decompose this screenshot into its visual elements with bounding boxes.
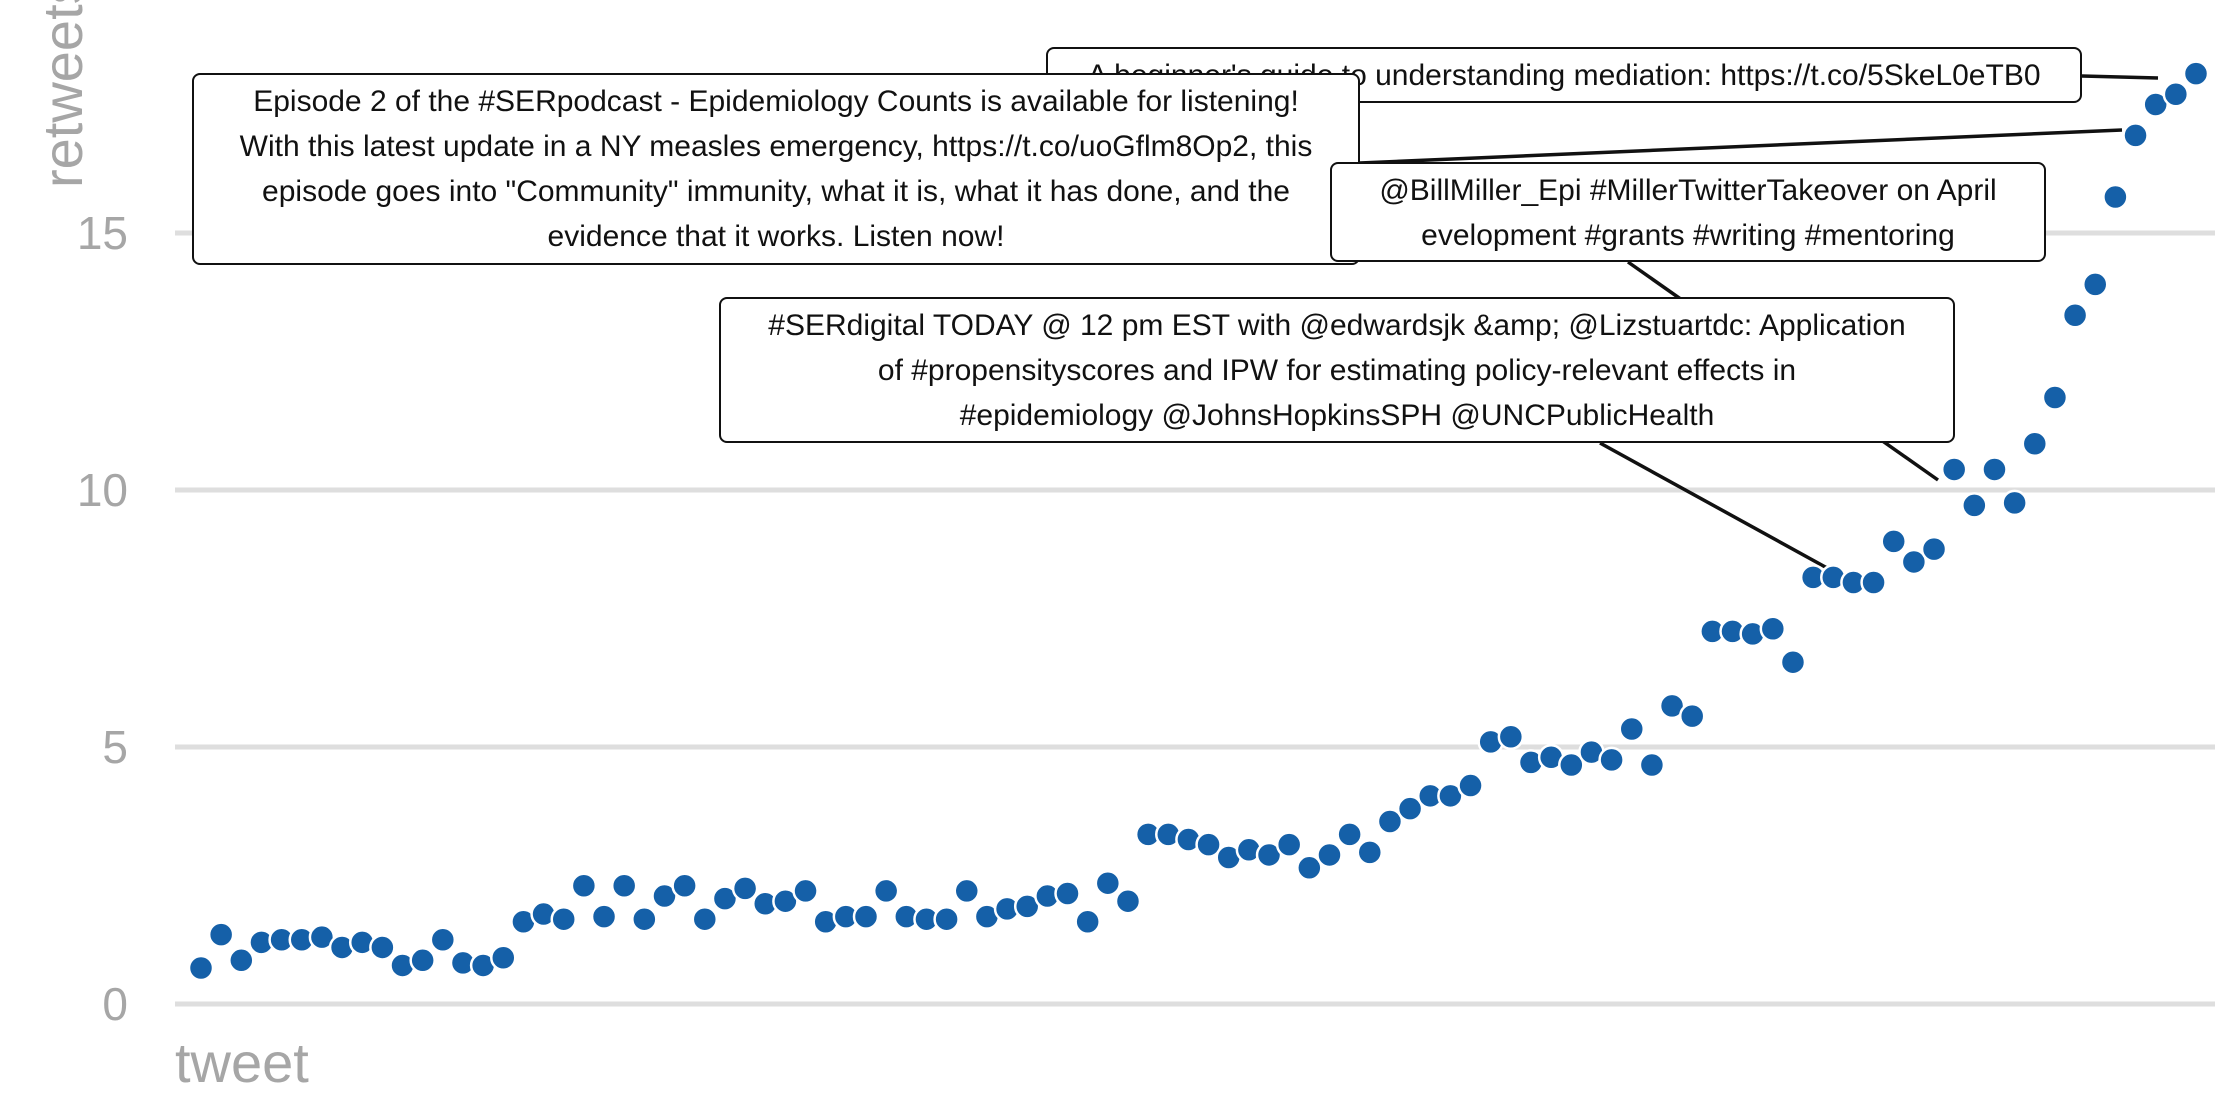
data-point [1497,723,1525,750]
annotation-leader-line [1359,128,2123,165]
data-point [691,905,719,933]
data-point [2021,430,2049,457]
y-tick-label-15: 15 [77,207,128,259]
data-point [1900,548,1928,576]
annotation-box: Episode 2 of the #SERpodcast - Epidemiol… [192,73,1360,265]
data-point [2001,489,2028,517]
annotation-leader-line [2081,74,2159,80]
data-point [1558,751,1585,779]
annotation-text-line: Episode 2 of the #SERpodcast - Epidemiol… [253,85,1299,118]
data-point [409,947,436,974]
data-point [207,921,235,948]
data-point [1618,715,1646,743]
y-tick-label-5: 5 [102,721,128,773]
data-point [1195,831,1222,858]
data-point [631,905,658,933]
data-points [187,60,2210,982]
annotation-text-line: With this latest update in a NY measles … [239,130,1313,163]
data-point [1275,831,1303,858]
data-point [953,877,981,905]
data-point [731,875,759,902]
data-point [550,905,577,933]
data-point [590,903,618,930]
data-point [1356,839,1384,866]
annotation-leader-line [1599,441,1859,587]
annotation-box: #SERdigital TODAY @ 12 pm EST with @edwa… [719,297,1955,443]
data-point [187,954,215,982]
data-point [1114,887,1142,915]
data-point [1759,615,1787,643]
y-tick-label-10: 10 [77,464,128,516]
data-point [1396,795,1424,822]
data-point [1457,772,1484,799]
data-point [1860,569,1887,596]
data-point [490,944,517,971]
data-point [1779,648,1807,676]
data-point [2182,60,2210,87]
annotation-text-line: evidence that it works. Listen now! [547,220,1005,253]
data-point [1376,808,1404,835]
data-point [1598,746,1625,774]
data-point [1961,492,1988,519]
data-point [1296,854,1323,882]
annotation-text-line: of #propensityscores and IPW for estimat… [877,354,1797,387]
y-axis-label: retweets [31,0,94,188]
annotation-box: @BillMiller_Epi #MillerTwitterTakeover o… [1330,162,2046,262]
y-tick-labels: 0 5 10 15 [77,207,128,1030]
data-point [1316,841,1343,869]
data-point [1880,528,1907,555]
data-point [1054,880,1081,907]
data-point [429,926,457,953]
data-point [1094,869,1122,897]
data-point [2061,301,2089,329]
data-point [1074,908,1101,936]
data-point [1638,751,1666,779]
data-point [1336,821,1363,848]
data-point [610,872,638,900]
data-point [2102,183,2129,211]
data-point [1678,702,1706,730]
annotation-text-line: episode goes into "Community" immunity, … [262,175,1290,208]
data-point [671,872,698,900]
annotation-text-line: #epidemiology @JohnsHopkinsSPH @UNCPubli… [959,399,1715,432]
annotation-text-line: evelopment #grants #writing #mentoring [1421,219,1955,252]
data-point [1981,456,2008,483]
annotation-text-line: @BillMiller_Epi #MillerTwitterTakeover o… [1379,174,1997,207]
annotation-text-line: #SERdigital TODAY @ 12 pm EST with @edwa… [768,309,1906,342]
data-point [2081,271,2109,298]
data-point [872,877,900,905]
x-axis-label: tweet [175,1031,309,1094]
data-point [792,877,819,905]
data-point [570,872,598,900]
data-point [1940,456,1968,483]
data-point [2122,122,2149,149]
data-point [2041,384,2069,411]
data-point [2162,80,2190,108]
y-tick-label-0: 0 [102,978,128,1030]
data-point [369,934,396,961]
data-point [228,947,255,974]
data-point [852,903,880,930]
data-point [933,905,960,933]
data-point [1920,535,1948,563]
